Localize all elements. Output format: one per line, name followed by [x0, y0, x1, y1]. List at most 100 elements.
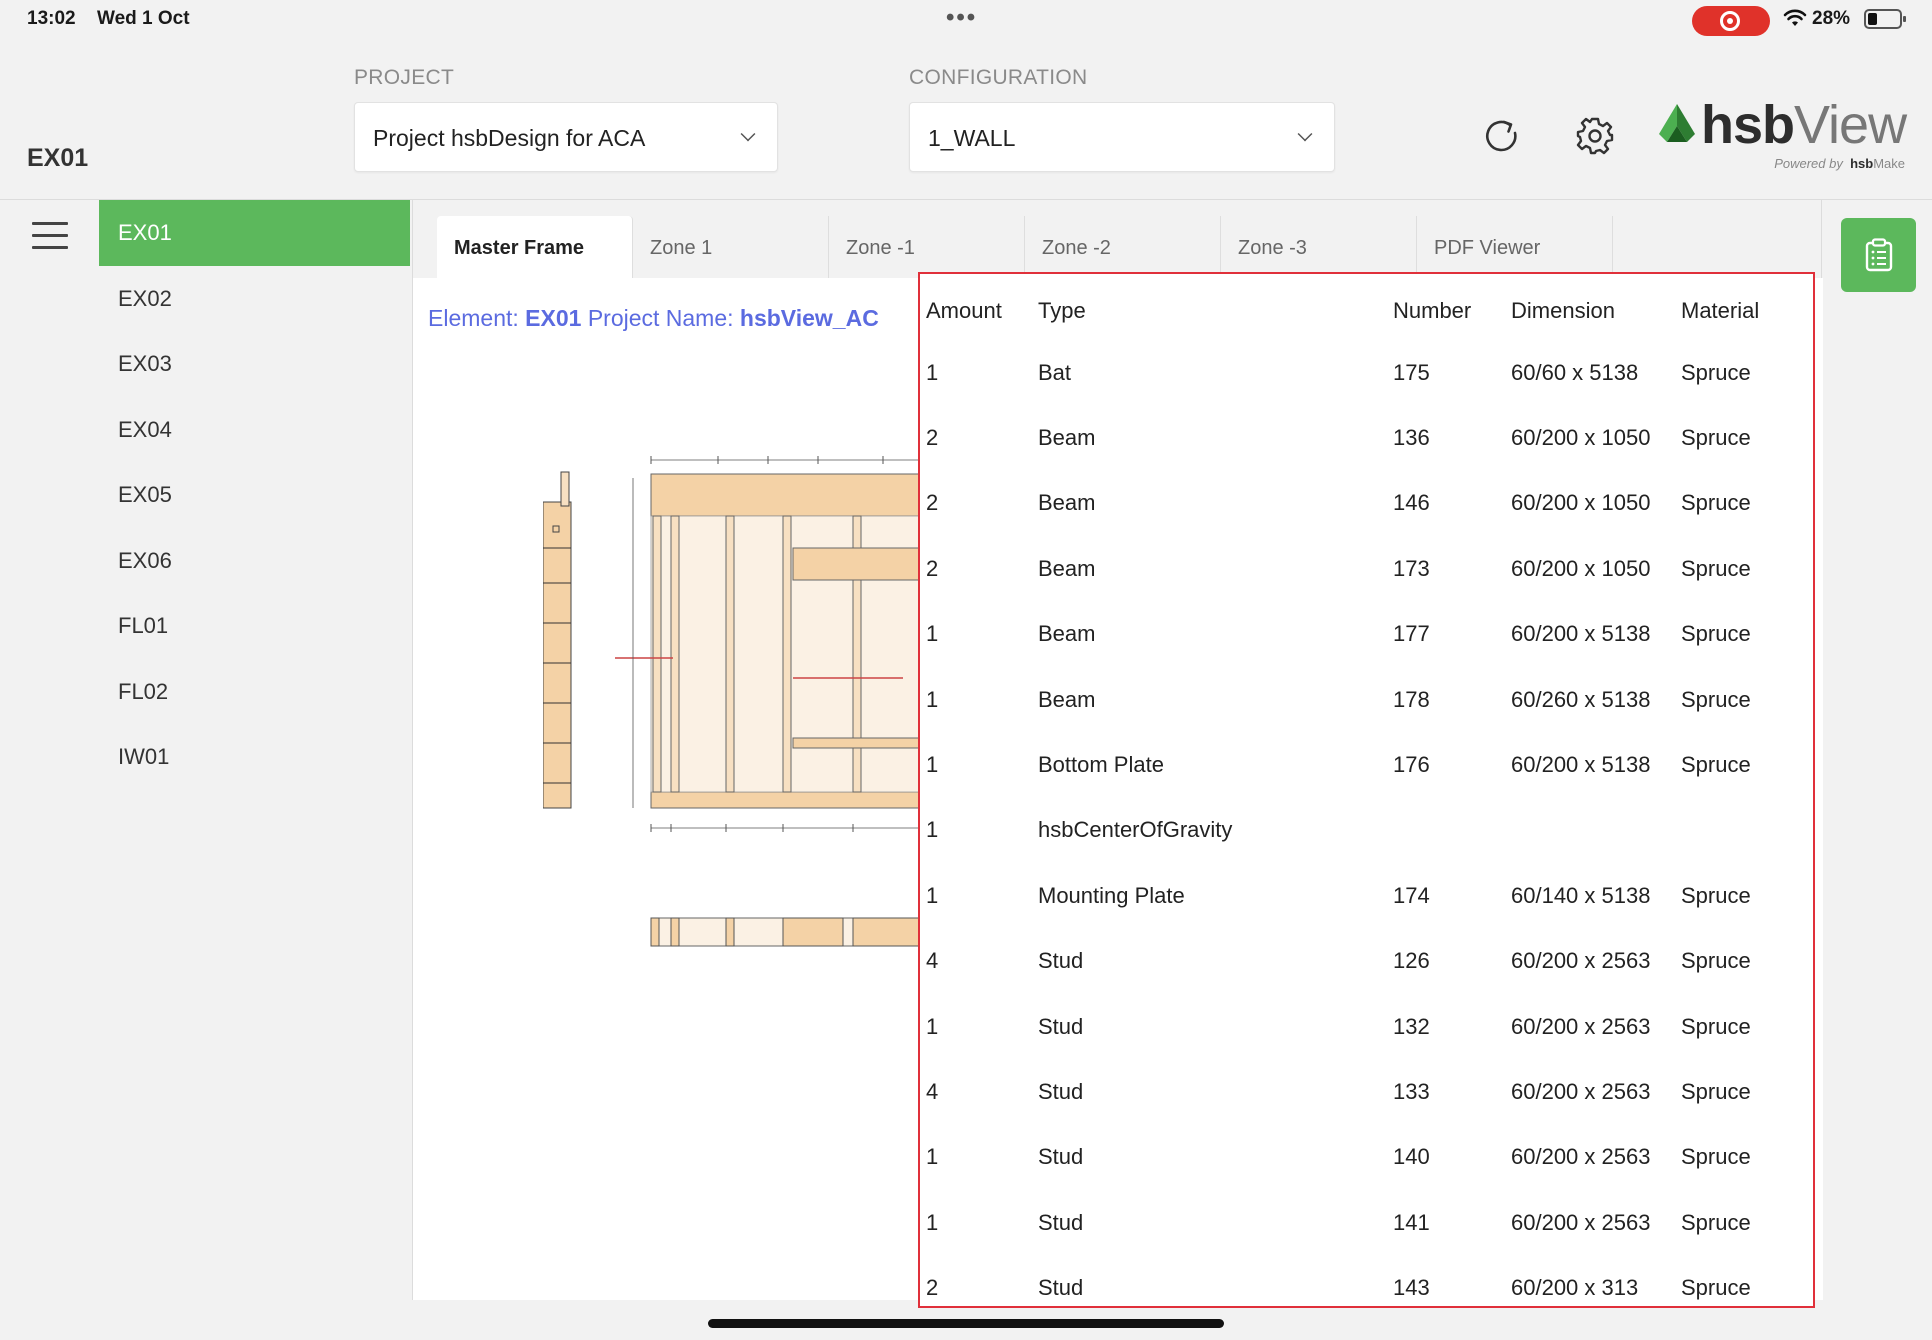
cell-amount: 1	[926, 1013, 939, 1039]
project-name-value: hsbView_AC	[739, 305, 879, 331]
powered-brand: hsb	[1850, 156, 1874, 171]
cell-number: 175	[1393, 359, 1430, 385]
table-row[interactable]: 1 Bottom Plate 176 60/200 x 5138 Spruce	[920, 732, 1813, 797]
cell-type: Stud	[1038, 1209, 1084, 1235]
cell-dimension: 60/260 x 5138	[1511, 686, 1651, 712]
sidebar-item-ex05[interactable]: EX05	[118, 482, 172, 507]
logo-wordmark: hsbView	[1701, 94, 1907, 156]
element-list: EX01 EX02 EX03 EX04 EX05 EX06 FL01 FL02 …	[99, 200, 410, 790]
bill-of-materials-table[interactable]: Amount Type Number Dimension Material 1 B…	[918, 272, 1815, 1308]
cell-material: Spruce	[1681, 359, 1751, 385]
cell-dimension: 60/200 x 2563	[1511, 948, 1651, 974]
cell-number: 146	[1393, 490, 1430, 516]
refresh-icon[interactable]	[1479, 113, 1525, 159]
powered-by-label: Powered by	[1774, 156, 1843, 171]
status-date: Wed 1 Oct	[97, 8, 190, 29]
sidebar-item-ex03[interactable]: EX03	[118, 351, 172, 376]
configuration-label: CONFIGURATION	[909, 66, 1088, 89]
clipboard-icon	[1865, 238, 1893, 272]
powered-by: Powered by hsbMake	[1774, 156, 1905, 171]
side-section	[543, 471, 572, 809]
cell-number: 136	[1393, 425, 1430, 451]
cell-material	[1681, 798, 1813, 863]
chevron-down-icon	[1297, 126, 1313, 142]
table-row[interactable]: 4 Stud 133 60/200 x 2563 Spruce	[920, 1059, 1813, 1124]
table-row[interactable]: 1 hsbCenterOfGravity	[920, 798, 1813, 863]
table-row[interactable]: 1 Mounting Plate 174 60/140 x 5138 Spruce	[920, 863, 1813, 928]
screen-recording-icon[interactable]	[1692, 6, 1770, 36]
cell-type: Stud	[1038, 1078, 1084, 1104]
logo-hsb-text: hsb	[1701, 95, 1795, 155]
multitask-dots-icon[interactable]: •••	[946, 4, 978, 31]
sidebar-item-ex04[interactable]: EX04	[118, 416, 172, 442]
element-prefix: Element:	[428, 305, 519, 331]
project-value: Project hsbDesign for ACA	[373, 125, 646, 151]
cell-amount: 1	[926, 686, 939, 712]
table-row[interactable]: 1 Stud 140 60/200 x 2563 Spruce	[920, 1125, 1813, 1190]
chevron-down-icon	[740, 126, 756, 142]
col-material[interactable]: Material	[1681, 298, 1760, 323]
home-indicator[interactable]	[708, 1319, 1224, 1328]
cell-type: Beam	[1038, 621, 1096, 647]
cell-amount: 4	[926, 1078, 939, 1104]
cell-number: 133	[1393, 1078, 1430, 1104]
table-row[interactable]: 1 Beam 178 60/260 x 5138 Spruce	[920, 667, 1813, 732]
table-row[interactable]: 2 Stud 143 60/200 x 313 Spruce	[920, 1255, 1813, 1306]
cell-material: Spruce	[1681, 1144, 1751, 1170]
cell-type: Beam	[1038, 555, 1096, 581]
table-row[interactable]: 2 Beam 173 60/200 x 1050 Spruce	[920, 536, 1813, 601]
sidebar-item-iw01[interactable]: IW01	[118, 744, 170, 769]
table-row[interactable]: 2 Beam 136 60/200 x 1050 Spruce	[920, 405, 1813, 470]
table-row[interactable]: 1 Beam 177 60/200 x 5138 Spruce	[920, 602, 1813, 667]
cell-material: Spruce	[1681, 882, 1751, 908]
cell-amount: 1	[926, 621, 939, 647]
table-row[interactable]: 4 Stud 126 60/200 x 2563 Spruce	[920, 929, 1813, 994]
sidebar-item-ex06[interactable]: EX06	[118, 547, 172, 573]
bill-of-materials-button[interactable]	[1841, 218, 1916, 292]
cell-number: 173	[1393, 555, 1430, 581]
cell-dimension: 60/140 x 5138	[1511, 882, 1651, 908]
cell-material: Spruce	[1681, 1275, 1751, 1301]
cell-dimension: 60/200 x 5138	[1511, 752, 1651, 778]
cell-amount: 2	[926, 1275, 939, 1301]
sidebar-item-ex02[interactable]: EX02	[118, 285, 172, 311]
tab-zone-minus-3[interactable]: Zone -3	[1221, 216, 1417, 278]
col-amount[interactable]: Amount	[926, 298, 1002, 323]
cell-amount: 1	[926, 359, 939, 385]
tab-zone-1[interactable]: Zone 1	[633, 216, 829, 278]
cell-type: Bat	[1038, 359, 1072, 385]
bom-table: Amount Type Number Dimension Material 1 B…	[920, 274, 1813, 1306]
current-element-name: EX01	[27, 144, 89, 172]
tab-zone-minus-2[interactable]: Zone -2	[1025, 216, 1221, 278]
cell-amount: 1	[926, 817, 939, 843]
sidebar-item-ex01[interactable]: EX01	[99, 200, 410, 266]
table-row[interactable]: 1 Stud 132 60/200 x 2563 Spruce	[920, 994, 1813, 1059]
sidebar-item-fl02[interactable]: FL02	[118, 678, 169, 704]
tab-zone-minus-1[interactable]: Zone -1	[829, 216, 1025, 278]
table-row[interactable]: 1 Bat 175 60/60 x 5138 Spruce	[920, 340, 1813, 405]
col-type[interactable]: Type	[1038, 298, 1086, 323]
cell-type: Stud	[1038, 1144, 1084, 1170]
col-dimension[interactable]: Dimension	[1511, 298, 1615, 323]
cell-number: 174	[1393, 882, 1430, 908]
project-prefix: Project Name:	[587, 305, 734, 331]
sidebar-item-fl01[interactable]: FL01	[118, 613, 169, 638]
configuration-dropdown[interactable]: 1_WALL	[909, 102, 1335, 172]
app-header: EX01 PROJECT Project hsbDesign for ACA C…	[0, 40, 1932, 200]
gear-icon[interactable]	[1572, 113, 1618, 159]
cell-number: 132	[1393, 1013, 1430, 1039]
col-number[interactable]: Number	[1393, 298, 1472, 323]
project-dropdown[interactable]: Project hsbDesign for ACA	[354, 102, 778, 172]
configuration-value: 1_WALL	[928, 125, 1016, 151]
cell-number: 126	[1393, 948, 1430, 974]
tab-master-frame[interactable]: Master Frame	[437, 216, 633, 278]
cell-number: 143	[1393, 1275, 1430, 1301]
cell-material: Spruce	[1681, 1013, 1751, 1039]
cell-dimension: 60/200 x 2563	[1511, 1144, 1651, 1170]
hamburger-menu-icon[interactable]	[32, 222, 68, 250]
table-row[interactable]: 2 Beam 146 60/200 x 1050 Spruce	[920, 471, 1813, 536]
table-row[interactable]: 1 Stud 141 60/200 x 2563 Spruce	[920, 1190, 1813, 1255]
drawing-title: Element: EX01 Project Name: hsbView_AC	[428, 305, 879, 332]
tab-pdf-viewer[interactable]: PDF Viewer	[1417, 216, 1613, 278]
hsbview-logo: hsbView Powered by hsbMake	[1655, 92, 1907, 182]
